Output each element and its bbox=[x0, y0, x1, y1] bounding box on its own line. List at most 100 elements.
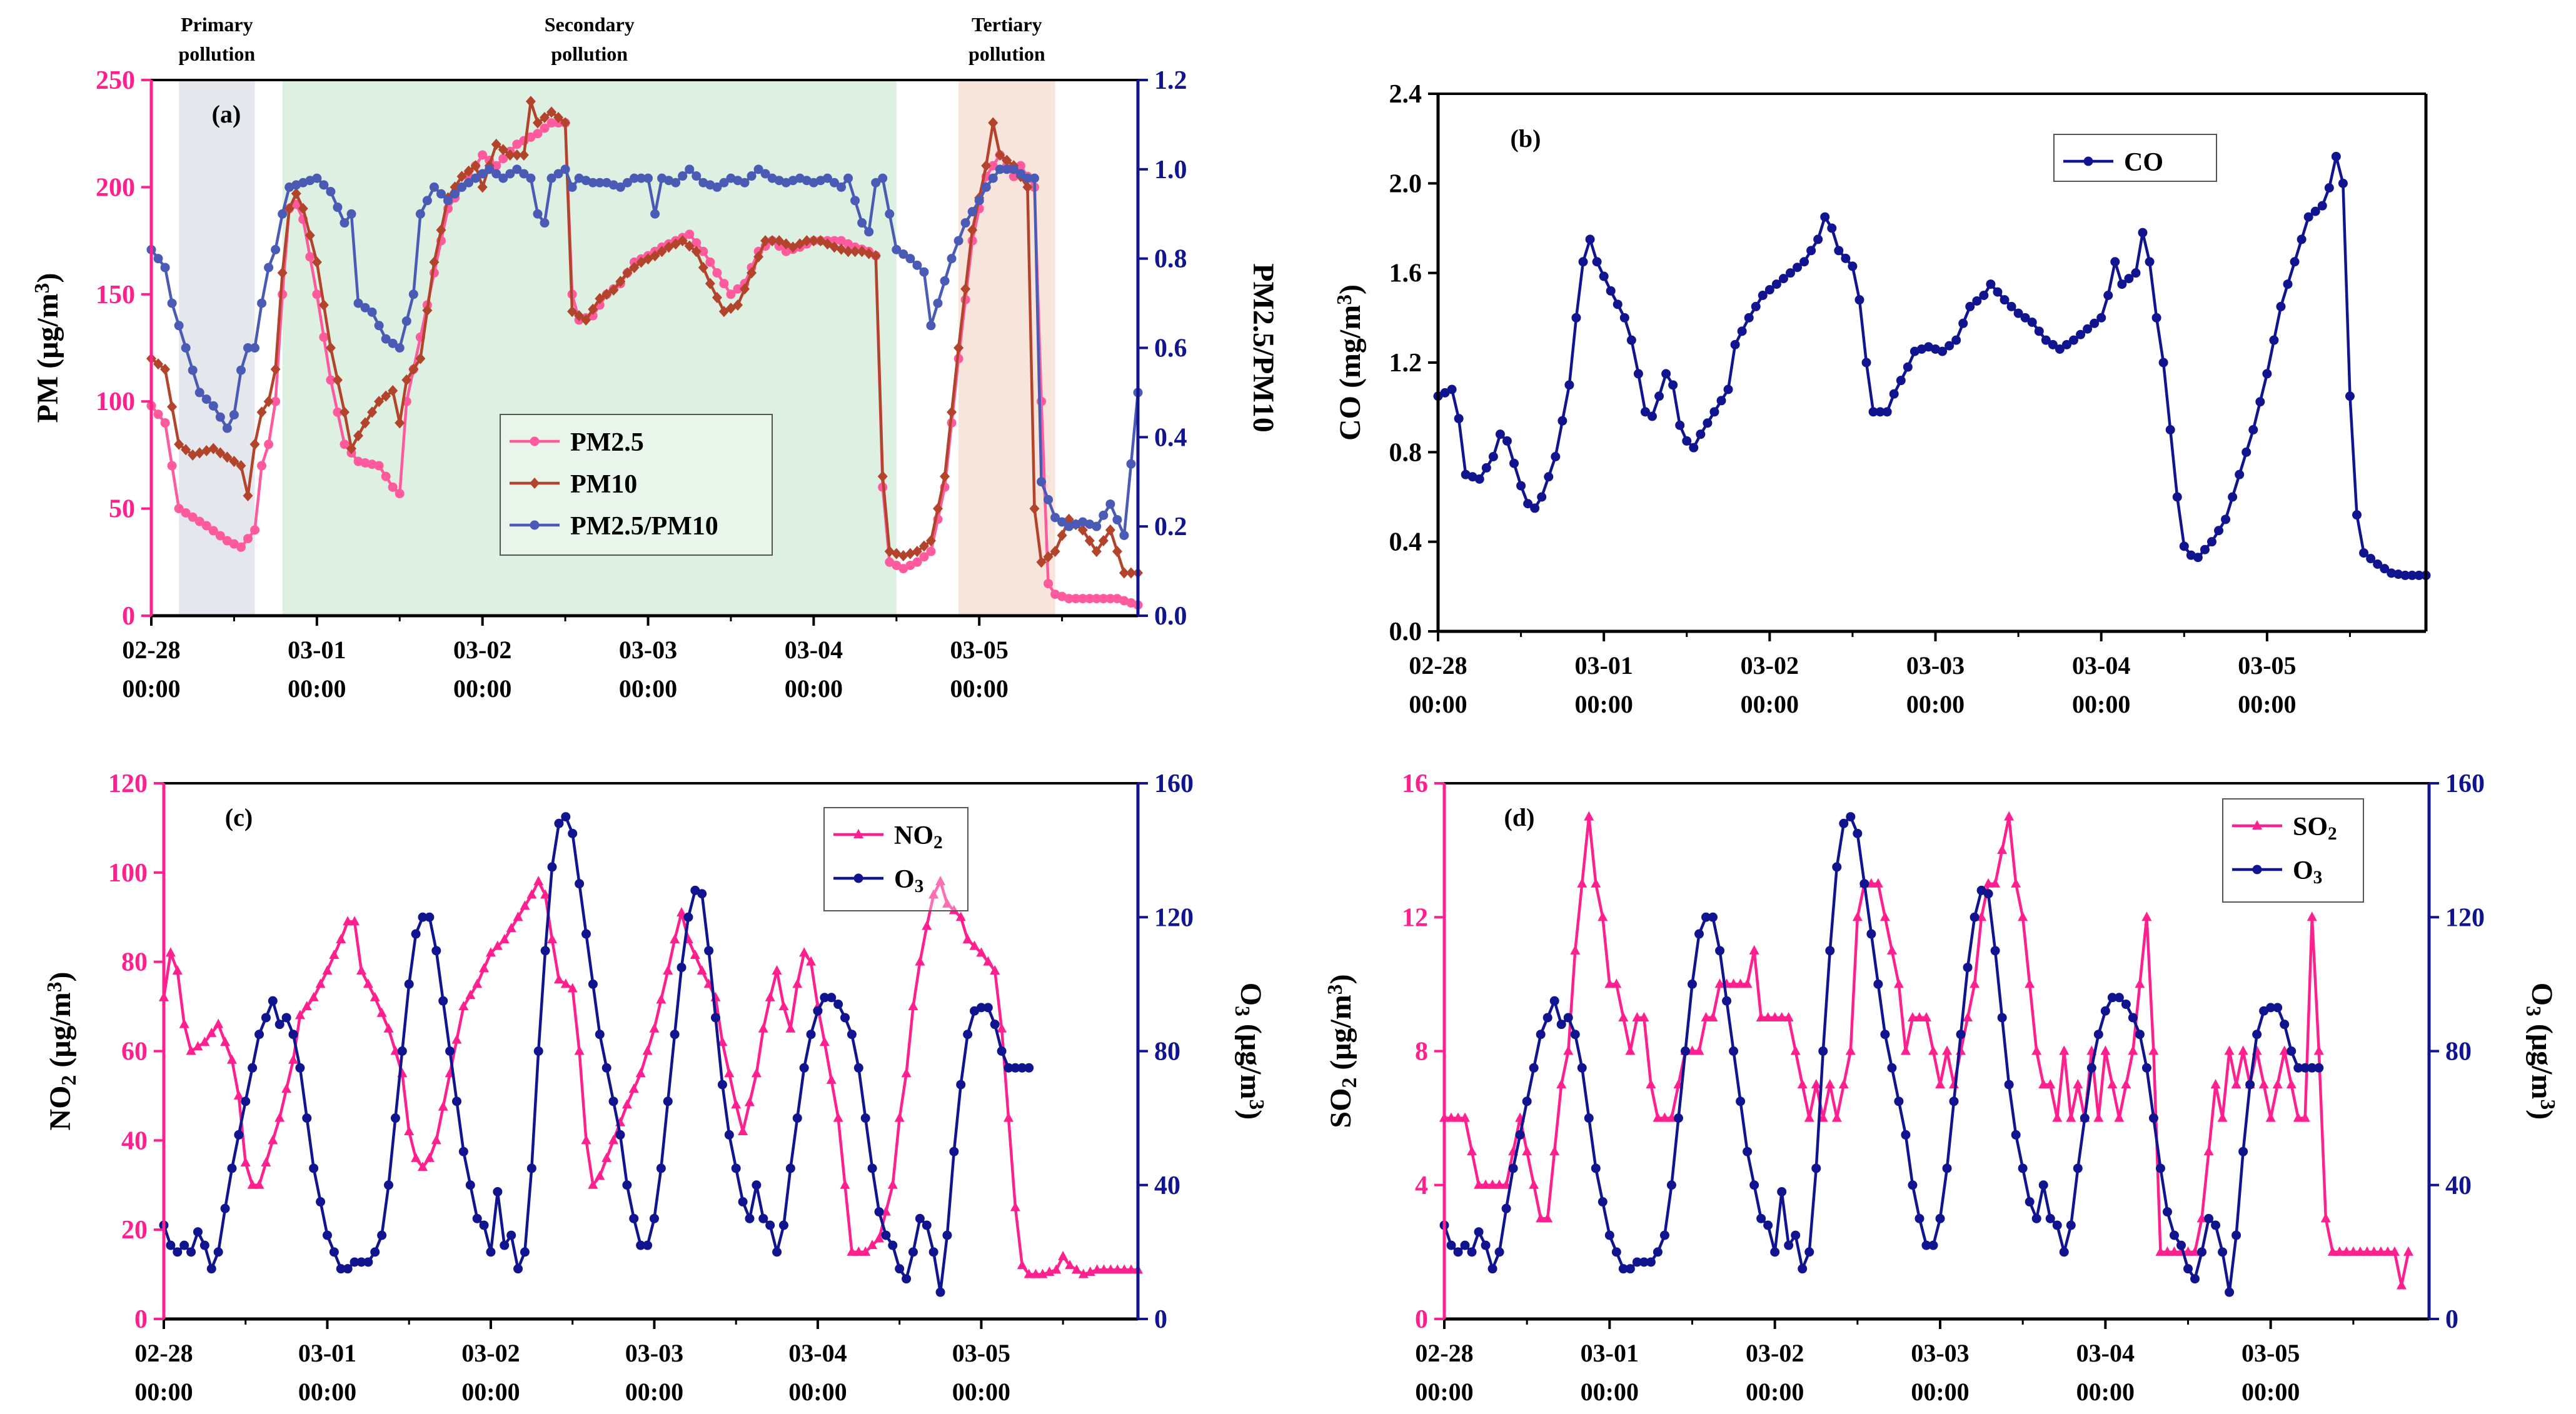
data-point-a-1-116 bbox=[947, 406, 957, 418]
x-tick-label-time-d-2: 00:00 bbox=[1746, 1378, 1804, 1406]
data-point-c-1-76 bbox=[677, 963, 687, 973]
data-point-d-1-107 bbox=[2176, 1240, 2186, 1250]
data-point-c-1-31 bbox=[370, 1247, 380, 1257]
data-point-d-0-26 bbox=[1618, 1011, 1629, 1021]
data-point-c-1-34 bbox=[390, 1113, 400, 1123]
data-point-a-2-105 bbox=[871, 178, 881, 188]
data-point-b-0-64 bbox=[1875, 407, 1885, 417]
data-point-a-1-79 bbox=[691, 246, 702, 258]
data-point-d-1-69 bbox=[1914, 1213, 1924, 1223]
data-point-d-0-132 bbox=[2348, 1246, 2358, 1256]
data-point-a-1-89 bbox=[760, 235, 771, 247]
data-point-b-0-114 bbox=[2221, 514, 2231, 524]
x-tick-label-time-b-0: 00:00 bbox=[1409, 690, 1467, 718]
data-point-a-2-141 bbox=[1119, 530, 1129, 540]
data-point-d-0-81 bbox=[1997, 845, 2008, 855]
data-point-a-2-10 bbox=[215, 412, 225, 422]
data-point-c-1-46 bbox=[472, 1213, 482, 1223]
region-label-line2-0: pollution bbox=[178, 43, 255, 65]
data-point-a-1-1 bbox=[153, 358, 164, 370]
data-point-d-0-92 bbox=[2073, 1079, 2083, 1089]
data-point-c-1-71 bbox=[643, 1240, 653, 1250]
data-point-c-1-104 bbox=[867, 1163, 877, 1173]
data-point-a-0-17 bbox=[264, 439, 274, 449]
legend-label-a-1: PM10 bbox=[570, 470, 637, 499]
data-point-d-0-15 bbox=[1542, 1213, 1553, 1223]
data-point-b-0-118 bbox=[2248, 425, 2258, 434]
data-point-c-0-16 bbox=[268, 1135, 278, 1145]
data-point-c-0-27 bbox=[343, 916, 353, 926]
x-tick-label-date-d-1: 03-01 bbox=[1581, 1339, 1639, 1367]
data-point-d-0-89 bbox=[2052, 1112, 2063, 1122]
data-point-a-0-122 bbox=[988, 161, 998, 171]
data-point-c-1-32 bbox=[377, 1230, 387, 1240]
data-point-a-2-125 bbox=[1009, 164, 1019, 174]
data-point-d-1-36 bbox=[1688, 979, 1698, 989]
data-point-a-0-5 bbox=[181, 508, 191, 518]
data-point-c-1-50 bbox=[500, 1240, 510, 1250]
y-tick-label-d-2: 8 bbox=[1415, 1038, 1428, 1066]
data-point-b-0-8 bbox=[1488, 452, 1498, 461]
data-point-c-0-65 bbox=[601, 1152, 612, 1162]
data-point-c-1-127 bbox=[1024, 1063, 1034, 1073]
data-point-a-1-141 bbox=[1119, 567, 1129, 579]
data-point-d-0-69 bbox=[1914, 1011, 1924, 1021]
data-point-d-1-29 bbox=[1639, 1257, 1649, 1267]
data-point-b-0-81 bbox=[1993, 287, 2003, 297]
data-point-c-1-120 bbox=[976, 1003, 986, 1013]
data-point-c-1-43 bbox=[451, 1096, 461, 1106]
data-point-c-0-113 bbox=[928, 889, 939, 899]
data-point-c-1-44 bbox=[458, 1146, 468, 1156]
data-point-d-0-2 bbox=[1453, 1112, 1464, 1122]
data-point-b-0-129 bbox=[2324, 183, 2334, 193]
y-tick-label-d-3: 12 bbox=[1402, 903, 1428, 932]
data-point-d-0-17 bbox=[1556, 1079, 1567, 1089]
y-tick-label-d-0: 0 bbox=[1415, 1305, 1428, 1334]
data-point-c-0-126 bbox=[1017, 1260, 1027, 1270]
data-point-a-0-13 bbox=[236, 542, 246, 552]
data-point-d-0-53 bbox=[1804, 1112, 1814, 1122]
data-point-c-0-94 bbox=[799, 947, 810, 957]
data-point-a-2-15 bbox=[250, 343, 260, 353]
data-point-a-2-72 bbox=[643, 173, 653, 183]
data-point-d-0-49 bbox=[1776, 1011, 1787, 1021]
data-point-a-1-3 bbox=[167, 401, 178, 413]
data-point-a-0-113 bbox=[926, 546, 936, 556]
data-point-a-2-109 bbox=[898, 249, 908, 259]
data-point-b-0-89 bbox=[2048, 339, 2058, 349]
data-point-a-2-51 bbox=[498, 173, 508, 183]
data-point-a-0-16 bbox=[257, 461, 267, 471]
data-point-b-0-82 bbox=[2000, 295, 2010, 305]
data-point-a-1-42 bbox=[436, 224, 446, 236]
data-point-c-1-2 bbox=[173, 1247, 183, 1257]
data-point-d-0-136 bbox=[2375, 1246, 2386, 1256]
x-tick-label-time-c-4: 00:00 bbox=[788, 1378, 847, 1406]
data-point-c-1-115 bbox=[942, 1230, 952, 1240]
data-point-b-0-26 bbox=[1613, 299, 1623, 309]
legend-box-d bbox=[2222, 798, 2364, 903]
data-point-c-0-19 bbox=[288, 1054, 299, 1064]
legend-marker-d-0 bbox=[2252, 820, 2262, 830]
data-point-d-0-51 bbox=[1790, 1045, 1801, 1055]
data-point-d-1-1 bbox=[1446, 1240, 1456, 1250]
data-point-d-1-93 bbox=[2080, 1113, 2090, 1123]
data-point-c-0-17 bbox=[274, 1112, 285, 1122]
data-point-d-1-5 bbox=[1474, 1227, 1484, 1237]
data-point-d-0-91 bbox=[2066, 1112, 2076, 1122]
data-point-a-1-82 bbox=[712, 291, 722, 303]
data-point-c-1-55 bbox=[533, 1046, 543, 1056]
data-point-d-1-28 bbox=[1632, 1257, 1642, 1267]
data-point-a-0-25 bbox=[319, 332, 329, 342]
data-point-d-0-135 bbox=[2368, 1246, 2379, 1256]
data-point-a-2-115 bbox=[940, 276, 950, 286]
data-point-c-1-23 bbox=[316, 1197, 326, 1207]
legend-marker-a-2 bbox=[530, 520, 540, 530]
data-point-b-0-136 bbox=[2373, 559, 2383, 569]
data-point-c-0-6 bbox=[199, 1036, 210, 1046]
data-point-b-0-40 bbox=[1709, 407, 1719, 417]
y-tick-label-right-d-0: 0 bbox=[2445, 1305, 2458, 1334]
data-point-c-0-38 bbox=[418, 1161, 428, 1171]
data-point-a-2-129 bbox=[1037, 477, 1047, 487]
data-point-b-0-23 bbox=[1592, 257, 1602, 267]
data-point-d-1-118 bbox=[2252, 1030, 2262, 1040]
